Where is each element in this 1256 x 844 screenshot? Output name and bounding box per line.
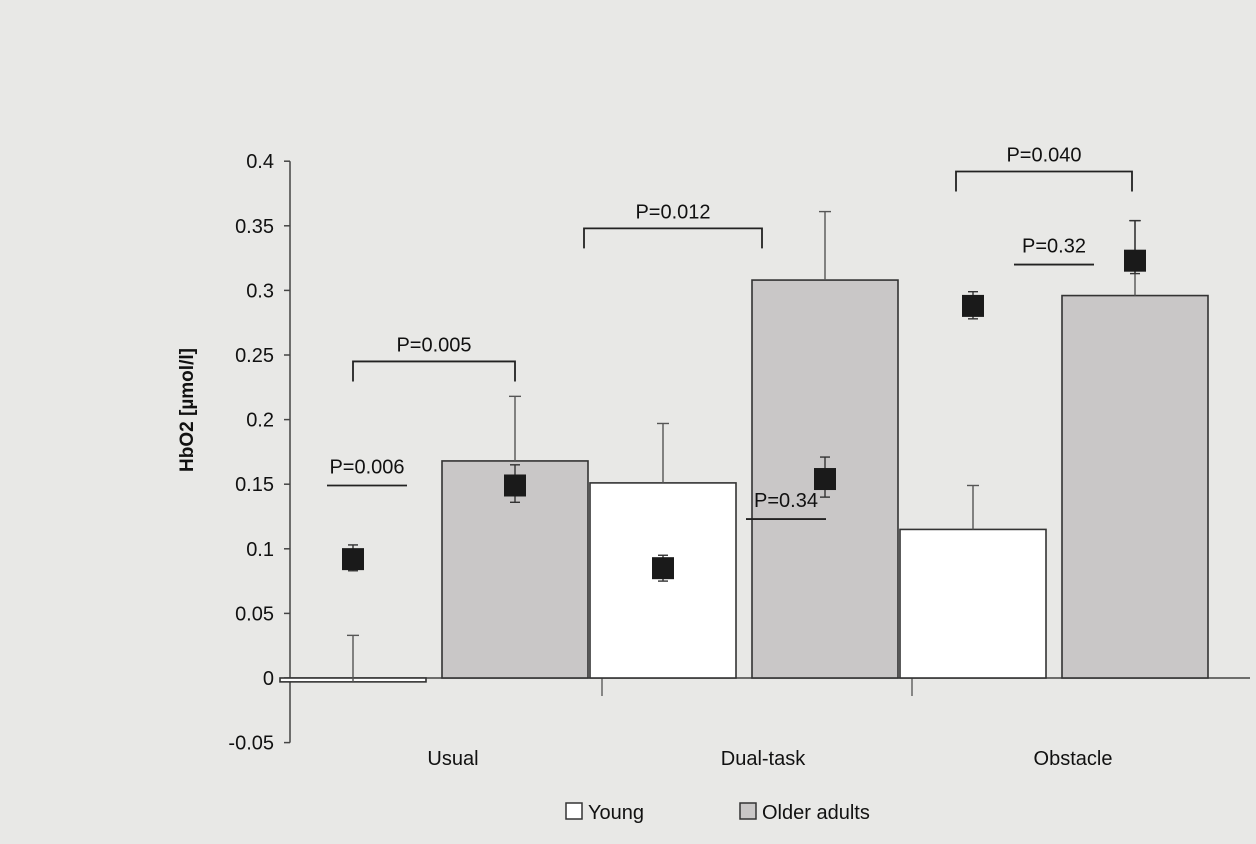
x-category-label: Obstacle xyxy=(1034,748,1113,770)
markers xyxy=(342,219,1146,582)
significance-label: P=0.012 xyxy=(635,201,710,223)
significance-annotations: P=0.005 P=0.006 P=0.012 P=0.34 P=0.040 P=0.32 xyxy=(327,145,1133,520)
y-tick-label: 0.4 xyxy=(246,151,274,173)
mean-marker xyxy=(342,548,364,571)
significance-label: P=0.040 xyxy=(1006,145,1081,167)
y-tick-label: 0.05 xyxy=(235,603,274,625)
y-tick-label: 0.1 xyxy=(246,539,274,561)
legend-swatch xyxy=(739,802,757,820)
legend-label: Older adults xyxy=(762,802,870,824)
y-axis-title: HbO2 [µmol/l] xyxy=(177,348,198,472)
significance-label: P=0.34 xyxy=(754,490,818,512)
bars xyxy=(279,210,1209,683)
y-tick-label: 0.25 xyxy=(235,345,274,367)
mean-marker xyxy=(962,294,984,317)
significance-bracket xyxy=(955,170,1133,192)
y-tick-label: 0 xyxy=(263,668,274,690)
legend-label: Young xyxy=(588,802,644,824)
y-tick-label: 0.35 xyxy=(235,216,274,238)
significance-bracket xyxy=(352,360,516,382)
significance-bracket xyxy=(583,227,763,249)
x-category-label: Usual xyxy=(427,748,478,770)
mean-marker xyxy=(814,468,836,491)
mean-marker xyxy=(1124,249,1146,272)
mean-marker xyxy=(652,557,674,580)
significance-label: P=0.006 xyxy=(329,456,404,478)
bar-young xyxy=(899,528,1047,679)
legend: Young Older adults xyxy=(565,802,870,824)
y-tick-label: 0.2 xyxy=(246,410,274,432)
y-axis: -0.05 0 0.05 0.1 0.15 0.2 0.25 0.3 0.35 0.4 xyxy=(228,151,291,755)
bar-older-adults xyxy=(1061,294,1209,679)
significance-label: P=0.32 xyxy=(1022,236,1086,258)
significance-label: P=0.005 xyxy=(396,334,471,356)
x-category-label: Dual-task xyxy=(721,748,806,770)
legend-swatch xyxy=(565,802,583,820)
mean-marker xyxy=(504,474,526,497)
y-tick-label: 0.3 xyxy=(246,280,274,302)
y-tick-label: 0.15 xyxy=(235,474,274,496)
y-tick-label: -0.05 xyxy=(228,733,274,755)
